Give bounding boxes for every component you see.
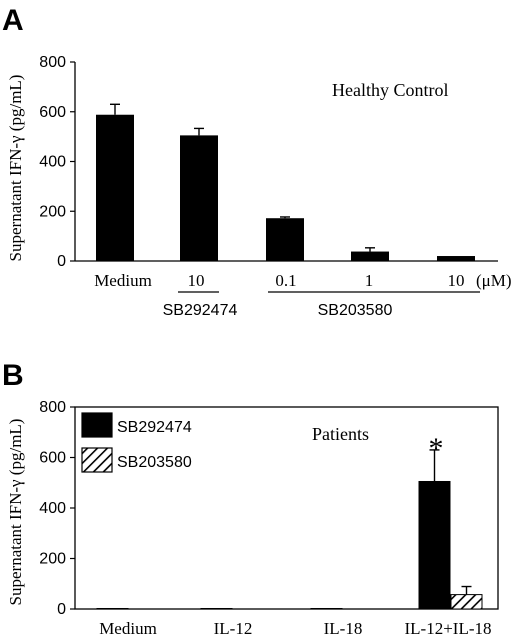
panel-b-y-axis-title: Supernatant IFN-γ (pg/mL)	[6, 419, 25, 606]
panel-b-y-tick-label: 200	[39, 551, 66, 568]
panel-a-unit-label: (μM)	[476, 271, 512, 290]
panel-b-legend-swatch-hatch	[81, 447, 113, 473]
panel-a-y-tick-label: 600	[39, 104, 66, 121]
panel-b-annotation: Patients	[312, 424, 369, 444]
panel-b-letter: B	[2, 359, 24, 392]
panel-a-chart: 0 200 400 600 800 Medium 10 0.1 1 10 (μM) SB292474 S…	[39, 54, 511, 319]
panel-a-letter: A	[2, 4, 24, 37]
panel-a-bar	[437, 256, 475, 261]
panel-b-bar-solid	[200, 607, 233, 610]
panel-a-bar	[180, 135, 218, 261]
panel-a-bar	[266, 218, 304, 261]
panel-b-x-tick-label: IL-18	[324, 619, 363, 636]
panel-a-bar	[96, 114, 134, 261]
panel-b-legend-swatch-solid	[81, 412, 113, 438]
panel-a-x-tick-label: 0.1	[275, 271, 296, 290]
panel-b-bar-solid	[310, 607, 343, 610]
panel-b-bar-solid	[96, 607, 129, 610]
panel-a-x-tick-label: 1	[365, 271, 374, 290]
panel-b-legend-label: SB292474	[117, 419, 192, 436]
panel-a-y-tick-label: 200	[39, 203, 66, 220]
panel-a-group-label: SB292474	[163, 302, 238, 319]
panel-b-chart: 0 200 400 600 800 * Medium IL-12 IL-18 IL-12+IL-1…	[39, 399, 499, 636]
panel-a-x-tick-label: 10	[448, 271, 465, 290]
panel-b-y-tick-label: 600	[39, 450, 66, 467]
panel-a-group-label: SB203580	[318, 302, 393, 319]
panel-a-x-tick-label: 10	[188, 271, 205, 290]
panel-b-bar-hatch	[450, 594, 483, 610]
panel-b-legend-label: SB203580	[117, 454, 192, 471]
panel-a-annotation: Healthy Control	[332, 80, 448, 100]
panel-b-significance-star: *	[429, 432, 444, 465]
panel-a-y-tick-label: 800	[39, 54, 66, 71]
panel-b-bar-solid	[418, 480, 451, 610]
panel-b-y-tick-label: 400	[39, 500, 66, 517]
panel-a-y-tick-label: 0	[57, 253, 66, 270]
panel-b-y-tick-label: 0	[57, 601, 66, 618]
panel-a-y-axis-title: Supernatant IFN-γ (pg/mL)	[6, 75, 25, 262]
panel-a-bar	[351, 251, 389, 261]
panel-a-x-tick-label: Medium	[94, 271, 152, 290]
panel-b-x-tick-label: IL-12	[214, 619, 253, 636]
panel-b-x-tick-label: Medium	[99, 619, 157, 636]
panel-a-y-tick-label: 400	[39, 154, 66, 171]
panel-b-y-tick-label: 800	[39, 399, 66, 416]
panel-b-x-tick-label: IL-12+IL-18	[404, 619, 491, 636]
